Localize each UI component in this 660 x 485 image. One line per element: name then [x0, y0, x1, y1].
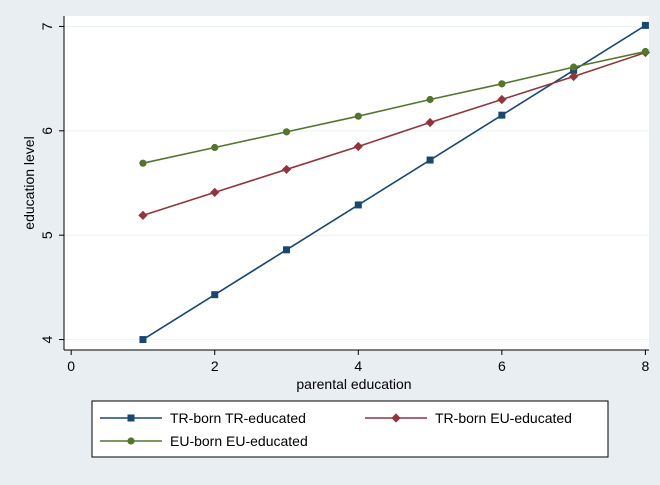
y-tick-label: 4: [39, 335, 55, 343]
series-line: [142, 51, 646, 217]
data-point: [139, 336, 147, 344]
data-point: [281, 164, 292, 175]
axis-ticks: 4 5 6 7 0 2 4 6 8: [39, 22, 650, 374]
x-tick-label: 6: [498, 358, 506, 374]
data-point: [211, 291, 219, 299]
legend-label: TR-born TR-educated: [170, 410, 306, 426]
x-axis-title: parental education: [296, 376, 411, 392]
data-point: [211, 143, 219, 152]
gridlines: [64, 25, 649, 341]
data-point: [569, 71, 579, 82]
y-tick-label: 6: [39, 127, 55, 135]
legend-label: EU-born EU-educated: [170, 433, 308, 449]
legend-item: TR-born EU-educated: [365, 410, 572, 426]
series-line: [142, 24, 646, 341]
legend-box: [91, 400, 609, 458]
y-tick-label: 7: [39, 22, 55, 30]
data-point: [641, 47, 650, 56]
data-point: [139, 159, 147, 167]
legend-marker: [391, 413, 401, 423]
data-point: [641, 21, 649, 29]
x-tick-label: 4: [354, 358, 362, 374]
data-point: [353, 141, 363, 152]
x-tick-label: 8: [642, 358, 650, 374]
series-3: [139, 47, 650, 167]
data-point: [354, 201, 362, 209]
data-point: [210, 187, 220, 197]
plot-area: [64, 16, 649, 350]
data-point: [570, 63, 578, 71]
data-point: [282, 128, 291, 136]
x-tick-label: 2: [211, 358, 219, 374]
data-point: [497, 94, 507, 105]
legend-item: TR-born TR-educated: [100, 410, 306, 426]
data-point: [354, 112, 362, 120]
legend-marker: [127, 414, 135, 422]
data-point: [283, 246, 291, 254]
data-point: [426, 156, 434, 164]
data-point: [425, 117, 435, 128]
series-2: [138, 47, 651, 220]
legend-label: TR-born EU-educated: [435, 410, 572, 426]
y-tick-label: 5: [39, 231, 55, 239]
legend: TR-born TR-educated TR-born EU-educated EU…: [100, 410, 572, 449]
y-axis-title: education level: [21, 136, 37, 229]
series-line: [142, 50, 646, 164]
legend-marker: [127, 437, 135, 445]
legend-item: EU-born EU-educated: [100, 433, 308, 449]
data-point: [498, 80, 506, 88]
data-point: [426, 95, 434, 104]
data-series: [138, 21, 651, 344]
data-point: [138, 210, 148, 220]
x-tick-label: 0: [67, 358, 75, 374]
data-point: [498, 111, 506, 119]
